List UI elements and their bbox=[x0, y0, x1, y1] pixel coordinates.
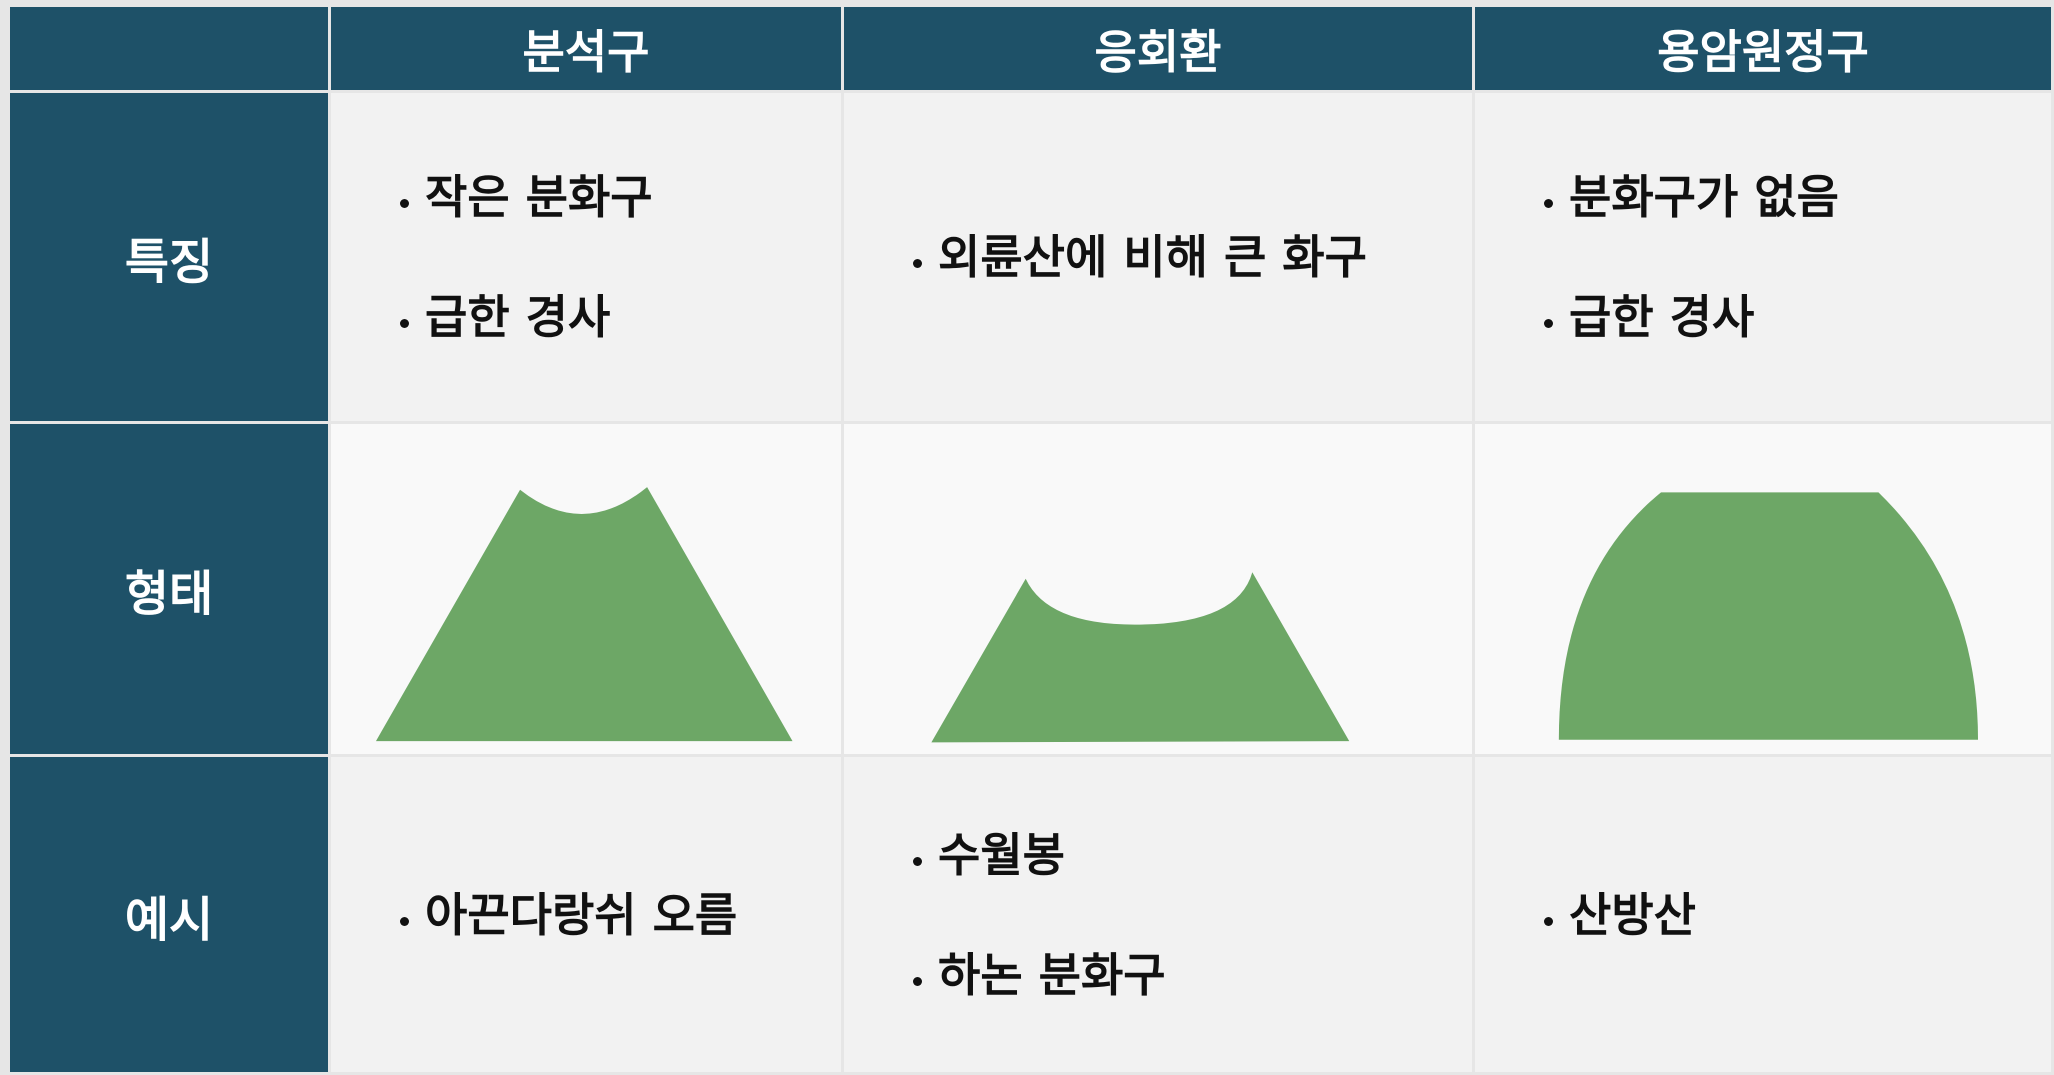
table-cell bbox=[1475, 424, 2051, 754]
table-cell bbox=[331, 424, 841, 754]
bullet-item: 작은 분화구 bbox=[425, 137, 653, 257]
table-cell: 외륜산에 비해 큰 화구 bbox=[844, 93, 1472, 421]
bullet-item: 급한 경사 bbox=[425, 257, 653, 377]
column-header: 분석구 bbox=[331, 7, 841, 90]
column-header: 응회환 bbox=[844, 7, 1472, 90]
table-cell: 수월봉하논 분화구 bbox=[844, 757, 1472, 1072]
bullet-item: 아끈다랑쉬 오름 bbox=[425, 855, 737, 975]
column-header: 용암원정구 bbox=[1475, 7, 2051, 90]
header-corner bbox=[10, 7, 328, 90]
bullet-list: 산방산 bbox=[1475, 855, 1696, 975]
table-cell: 분화구가 없음급한 경사 bbox=[1475, 93, 2051, 421]
bullet-list: 아끈다랑쉬 오름 bbox=[331, 855, 737, 975]
bullet-list: 수월봉하논 분화구 bbox=[844, 795, 1166, 1035]
bullet-item: 산방산 bbox=[1569, 855, 1696, 975]
bullet-list: 작은 분화구급한 경사 bbox=[331, 137, 653, 377]
bullet-list: 외륜산에 비해 큰 화구 bbox=[844, 197, 1367, 317]
table-cell: 아끈다랑쉬 오름 bbox=[331, 757, 841, 1072]
table-cell: 산방산 bbox=[1475, 757, 2051, 1072]
page: 분석구응회환용암원정구특징작은 분화구급한 경사외륜산에 비해 큰 화구분화구가… bbox=[0, 0, 2054, 1075]
bullet-item: 하논 분화구 bbox=[938, 915, 1166, 1035]
row-header: 특징 bbox=[10, 93, 328, 421]
table-cell: 작은 분화구급한 경사 bbox=[331, 93, 841, 421]
row-header: 형태 bbox=[10, 424, 328, 754]
bullet-item: 외륜산에 비해 큰 화구 bbox=[938, 197, 1367, 317]
bullet-list: 분화구가 없음급한 경사 bbox=[1475, 137, 1839, 377]
row-header: 예시 bbox=[10, 757, 328, 1072]
bullet-item: 급한 경사 bbox=[1569, 257, 1839, 377]
bullet-item: 수월봉 bbox=[938, 795, 1166, 915]
bullet-item: 분화구가 없음 bbox=[1569, 137, 1839, 257]
table-cell bbox=[844, 424, 1472, 754]
